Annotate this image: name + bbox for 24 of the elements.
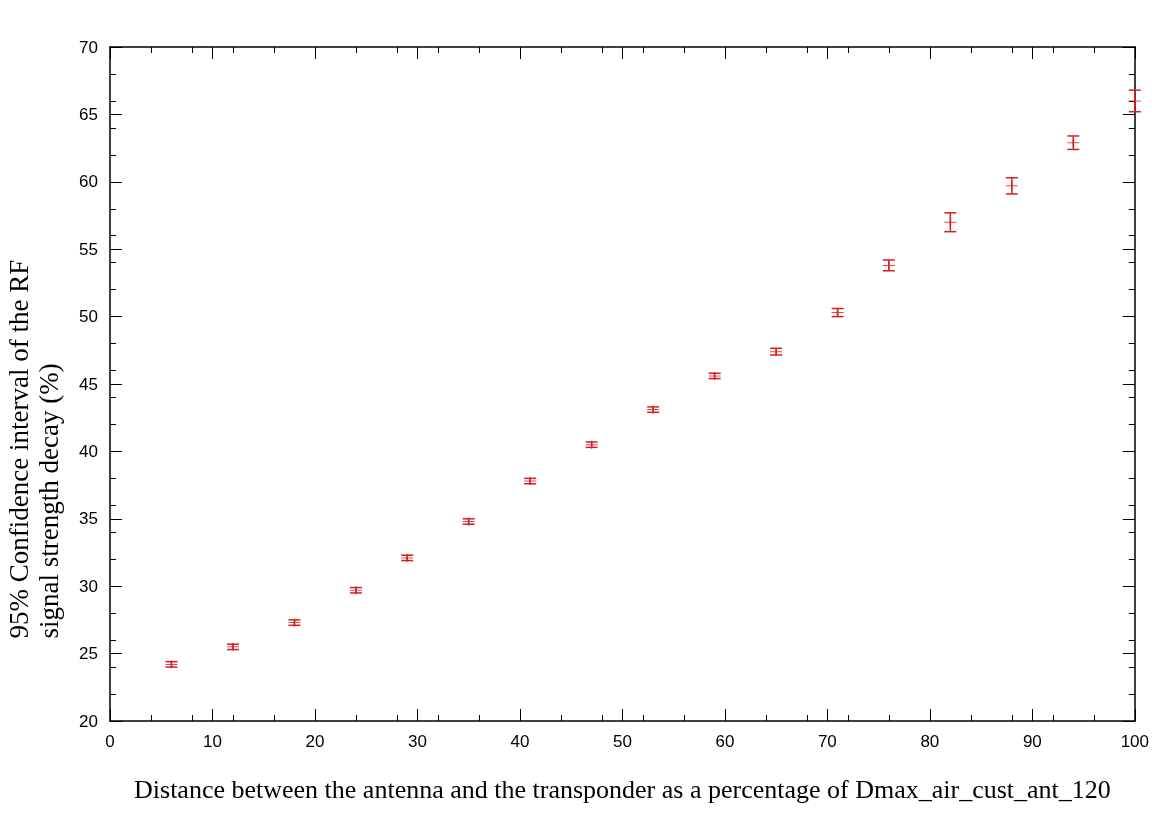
y-tick-label: 70 [79, 37, 98, 57]
y-tick-label: 35 [79, 509, 98, 529]
y-tick-label: 55 [79, 239, 98, 259]
y-tick-label: 65 [79, 104, 98, 124]
x-tick-label: 90 [1022, 732, 1042, 751]
y-tick-label: 45 [79, 374, 98, 394]
y-tick-label: 60 [79, 172, 98, 192]
x-tick-label: 20 [305, 732, 325, 751]
y-tick-label: 30 [79, 576, 98, 596]
x-tick-label: 80 [920, 732, 940, 751]
x-tick-label: 100 [1120, 732, 1150, 751]
y-tick-label: 40 [79, 441, 98, 461]
x-tick-label: 10 [203, 732, 222, 751]
x-axis-title: Distance between the antenna and the transponder as a percentage of Dmax_air_cust_ant_120 [134, 774, 1111, 804]
x-tick-label: 30 [407, 732, 427, 751]
y-tick-label: 50 [79, 307, 98, 327]
x-tick-label: 70 [817, 732, 837, 751]
x-tick-label: 50 [612, 732, 632, 751]
x-tick-label: 60 [715, 732, 735, 751]
x-tick-label: 0 [105, 732, 115, 751]
y-tick-label: 20 [79, 711, 98, 731]
y-tick-label: 25 [79, 644, 98, 664]
y-axis-title: 95% Confidence interval of the RF signal strength decay (%) [4, 253, 64, 639]
x-tick-label: 40 [510, 732, 530, 751]
